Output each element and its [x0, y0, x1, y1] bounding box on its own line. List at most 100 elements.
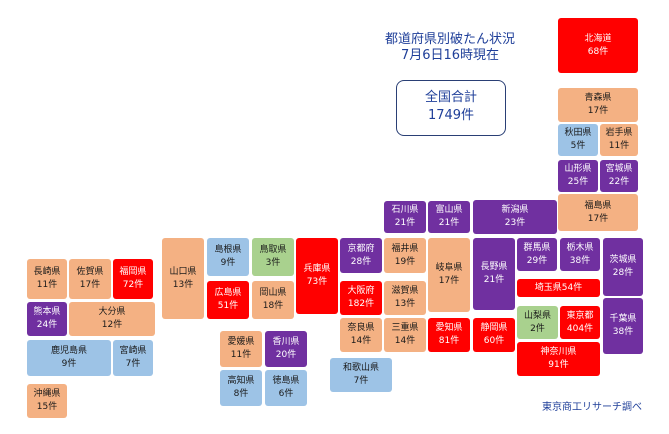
prefecture-name: 東京都 [566, 310, 594, 321]
prefecture-yamaguchi: 山口県 13件 [162, 238, 204, 319]
prefecture-akita: 秋田県 5件 [558, 124, 598, 156]
prefecture-name: 山梨県 [523, 310, 551, 321]
prefecture-count: 24件 [36, 320, 58, 330]
prefecture-oita: 大分県 12件 [69, 302, 155, 336]
prefecture-name: 鹿児島県 [50, 346, 87, 356]
prefecture-kagawa: 香川県 20件 [265, 331, 307, 367]
prefecture-count: 38件 [612, 327, 634, 337]
prefecture-saga: 佐賀県 17件 [69, 259, 111, 299]
prefecture-nagasaki: 長崎県 11件 [27, 259, 67, 299]
prefecture-count: 21件 [394, 218, 416, 228]
prefecture-count: 182件 [347, 299, 375, 309]
prefecture-name: 新潟県 [501, 205, 529, 215]
prefecture-count: 14件 [350, 336, 372, 346]
prefecture-count: 12件 [101, 320, 123, 330]
prefecture-name: 山形県 [564, 164, 592, 174]
prefecture-name: 奈良県 [347, 323, 375, 333]
prefecture-count: 25件 [567, 177, 589, 187]
prefecture-name: 島根県 [214, 245, 242, 255]
prefecture-kanagawa: 神奈川県 91件 [517, 342, 600, 376]
prefecture-count: 404件 [566, 323, 594, 334]
prefecture-fukui: 福井県 19件 [384, 238, 426, 273]
total-label: 全国合計 [424, 90, 477, 105]
prefecture-name: 宮崎県 [119, 346, 147, 356]
prefecture-name: 長野県 [480, 262, 508, 272]
prefecture-name: 長崎県 [33, 267, 61, 277]
prefecture-tokushima: 徳島県 6件 [265, 370, 307, 406]
prefecture-name: 熊本県 [33, 307, 61, 317]
prefecture-count: 9件 [220, 258, 236, 268]
prefecture-toyama: 富山県 21件 [428, 201, 470, 233]
prefecture-hiroshima: 広島県 51件 [207, 281, 249, 319]
prefecture-shiga: 滋賀県 13件 [384, 281, 426, 315]
prefecture-name: 大阪府 [347, 286, 375, 296]
prefecture-name: 大分県 [98, 307, 126, 317]
prefecture-count: 22件 [608, 177, 630, 187]
prefecture-name: 千葉県 [609, 314, 637, 324]
prefecture-count: 28件 [612, 268, 634, 278]
prefecture-name: 和歌山県 [342, 363, 379, 373]
prefecture-aomori: 青森県 17件 [558, 88, 638, 122]
prefecture-count: 17件 [438, 276, 460, 286]
prefecture-count: 29件 [526, 255, 548, 266]
prefecture-shimane: 島根県 9件 [207, 238, 249, 276]
prefecture-count: 11件 [36, 280, 58, 290]
prefecture-count: 18件 [262, 301, 284, 311]
prefecture-shizuoka: 静岡県 60件 [473, 318, 515, 352]
prefecture-tochigi: 栃木県 38件 [560, 238, 600, 271]
prefecture-name: 高知県 [227, 376, 255, 386]
prefecture-count: 17件 [587, 213, 609, 224]
prefecture-name: 山口県 [169, 266, 197, 277]
total-count: 1749件 [427, 108, 475, 123]
prefecture-count: 7件 [353, 376, 369, 386]
prefecture-ehime: 愛媛県 11件 [220, 331, 262, 367]
prefecture-okinawa: 沖縄県 15件 [27, 384, 67, 418]
prefecture-gunma: 群馬県 29件 [517, 238, 557, 271]
prefecture-name: 秋田県 [564, 128, 592, 138]
prefecture-mie: 三重県 14件 [384, 318, 426, 352]
prefecture-niigata: 新潟県 23件 [473, 200, 557, 234]
prefecture-name: 神奈川県 [540, 347, 577, 357]
prefecture-hyogo: 兵庫県 73件 [296, 238, 338, 314]
prefecture-name: 京都府 [347, 243, 375, 254]
prefecture-count: 9件 [61, 359, 77, 369]
prefecture-count: 7件 [125, 359, 141, 369]
prefecture-gifu: 岐阜県 17件 [428, 238, 470, 312]
prefecture-count: 13件 [172, 279, 194, 290]
prefecture-count: 51件 [217, 301, 239, 311]
prefecture-yamanashi: 山梨県 2件 [517, 306, 558, 339]
prefecture-count: 21件 [438, 218, 460, 228]
title-line-2: 7月6日16時現在 [400, 48, 500, 63]
prefecture-count: 72件 [122, 280, 144, 290]
prefecture-name: 岩手県 [605, 128, 633, 138]
prefecture-count: 23件 [504, 218, 526, 228]
prefecture-name: 埼玉県 [534, 282, 562, 293]
prefecture-name: 徳島県 [272, 376, 300, 386]
map-title: 都道府県別破たん状況 7月6日16時現在 [355, 32, 545, 64]
prefecture-chiba: 千葉県 38件 [603, 298, 643, 354]
prefecture-count: 81件 [438, 336, 460, 346]
prefecture-name: 愛知県 [435, 323, 463, 333]
prefecture-count: 6件 [278, 389, 294, 399]
prefecture-count: 17件 [587, 106, 609, 116]
prefecture-name: 北海道 [584, 33, 612, 44]
prefecture-count: 11件 [230, 350, 252, 360]
source-credit: 東京商工リサーチ調べ [542, 402, 642, 413]
prefecture-name: 青森県 [584, 93, 612, 103]
prefecture-count: 54件 [561, 282, 583, 293]
prefecture-count: 8件 [233, 389, 249, 399]
prefecture-count: 68件 [587, 46, 609, 57]
prefecture-tottori: 鳥取県 3件 [252, 238, 294, 276]
prefecture-miyagi: 宮城県 22件 [600, 160, 638, 192]
prefecture-tokyo: 東京都 404件 [560, 306, 600, 339]
prefecture-name: 岡山県 [259, 288, 287, 298]
prefecture-count: 73件 [306, 277, 328, 287]
prefecture-name: 香川県 [272, 337, 300, 347]
prefecture-count: 21件 [483, 275, 505, 285]
prefecture-name: 群馬県 [523, 242, 551, 253]
prefecture-ishikawa: 石川県 21件 [384, 201, 426, 233]
prefecture-count: 14件 [394, 336, 416, 346]
prefecture-count: 2件 [530, 323, 545, 334]
prefecture-kyoto: 京都府 28件 [340, 238, 382, 273]
prefecture-name: 福島県 [584, 200, 612, 211]
